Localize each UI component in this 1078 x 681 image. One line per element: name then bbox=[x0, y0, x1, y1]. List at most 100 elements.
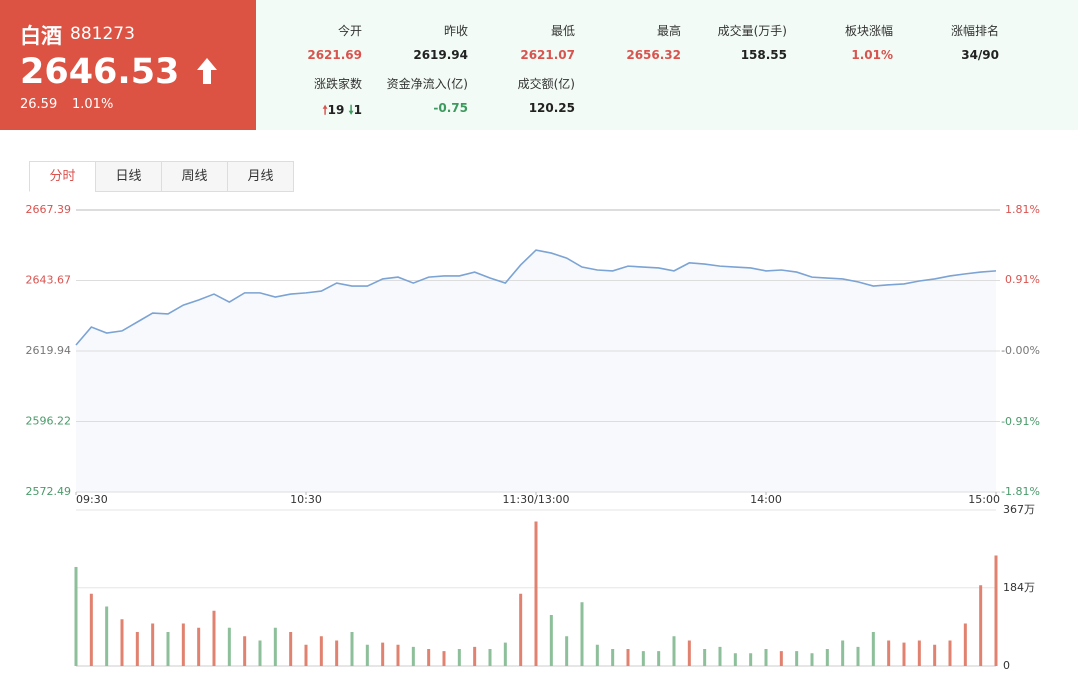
stat-label: 成交额(亿) bbox=[517, 77, 575, 91]
volume-bar bbox=[503, 642, 507, 666]
volume-bar bbox=[151, 623, 155, 666]
volume-bar bbox=[611, 648, 615, 666]
stats-panel: 今开 2621.69 昨收 2619.94 最低 2621.07 最高 2656.32 … bbox=[256, 0, 1078, 130]
x-tick-label: 11:30/13:00 bbox=[502, 493, 569, 506]
stat: 涨跌家数 🠕19 🠗1 bbox=[242, 75, 362, 122]
y-tick-label: 367万 bbox=[1003, 503, 1035, 516]
volume-bar bbox=[289, 631, 293, 666]
tab-bar: 分时 日线 周线 月线 bbox=[29, 161, 294, 192]
volume-bar bbox=[933, 644, 937, 666]
volume-bar bbox=[166, 631, 170, 666]
volume-bar bbox=[488, 648, 492, 666]
volume-bar bbox=[825, 648, 829, 666]
y-tick-label: 0 bbox=[1003, 659, 1010, 672]
volume-bar bbox=[595, 644, 599, 666]
volume-bar bbox=[641, 651, 645, 666]
index-code: 881273 bbox=[70, 24, 135, 44]
volume-bar bbox=[963, 623, 967, 666]
volume-bar bbox=[135, 631, 139, 666]
down-count: 1 bbox=[353, 103, 362, 117]
x-tick-label: 14:00 bbox=[750, 493, 782, 506]
y2-tick-label: 1.81% bbox=[1005, 203, 1040, 216]
volume-bar bbox=[549, 614, 553, 666]
quote-header: 白酒 881273 2646.53 26.59 1.01% bbox=[0, 0, 256, 130]
volume-bar bbox=[304, 644, 308, 666]
volume-bar bbox=[105, 606, 109, 666]
volume-bar bbox=[733, 653, 737, 666]
tab[interactable]: 分时 bbox=[29, 161, 96, 192]
volume-bar bbox=[350, 631, 354, 666]
change: 26.59 bbox=[20, 97, 58, 112]
volume-bar bbox=[396, 644, 400, 666]
stat-value: 2656.32 bbox=[626, 48, 681, 62]
volume-bar bbox=[703, 648, 707, 666]
volume-bar bbox=[273, 627, 277, 666]
stat-label: 今开 bbox=[337, 24, 362, 38]
x-tick-label: 09:30 bbox=[76, 493, 108, 506]
volume-bar bbox=[181, 623, 185, 666]
stat: 昨收 2619.94 bbox=[348, 22, 468, 62]
volume-bar bbox=[74, 566, 78, 666]
stat-label: 板块涨幅 bbox=[844, 24, 893, 38]
tab[interactable]: 日线 bbox=[95, 161, 162, 192]
stat-label: 涨幅排名 bbox=[950, 24, 999, 38]
up-count: 19 bbox=[327, 103, 345, 117]
index-name: 白酒 bbox=[20, 24, 62, 48]
stat-label: 最高 bbox=[656, 24, 681, 38]
tab[interactable]: 月线 bbox=[227, 161, 294, 192]
up-icon: 🠕 bbox=[322, 103, 328, 117]
stat-value: 34/90 bbox=[961, 48, 999, 62]
volume-bar bbox=[657, 651, 661, 666]
volume-bar bbox=[810, 653, 814, 666]
stat-label: 成交量(万手) bbox=[717, 24, 787, 38]
volume-bar bbox=[457, 648, 461, 666]
volume-bar bbox=[887, 640, 891, 666]
volume-bar bbox=[856, 646, 860, 666]
volume-bar bbox=[258, 640, 262, 666]
y2-tick-label: 0.91% bbox=[1005, 273, 1040, 286]
stat-value: 120.25 bbox=[528, 101, 575, 115]
volume-bar bbox=[442, 651, 446, 666]
price: 2646.53 bbox=[20, 52, 180, 92]
stat-value: 2621.69 bbox=[307, 48, 362, 62]
tab[interactable]: 周线 bbox=[161, 161, 228, 192]
volume-bar bbox=[687, 640, 691, 666]
price-line bbox=[75, 249, 997, 346]
volume-bar bbox=[534, 521, 538, 666]
y2-tick-label: -1.81% bbox=[1001, 485, 1040, 498]
volume-bar bbox=[718, 646, 722, 666]
stat-value: -0.75 bbox=[433, 101, 468, 115]
stat: 涨幅排名 34/90 bbox=[879, 22, 999, 62]
stat-value: 🠕19 🠗1 bbox=[242, 101, 362, 122]
volume-bar bbox=[519, 593, 523, 666]
up-arrow bbox=[197, 58, 217, 84]
volume-bar bbox=[365, 644, 369, 666]
volume-bar bbox=[427, 648, 431, 666]
volume-bar bbox=[89, 593, 93, 666]
stat-label: 最低 bbox=[550, 24, 575, 38]
volume-bar bbox=[871, 631, 875, 666]
stat: 今开 2621.69 bbox=[242, 22, 362, 62]
volume-bar bbox=[381, 642, 385, 666]
y-tick-label: 2667.39 bbox=[26, 203, 72, 216]
volume-bar bbox=[672, 636, 676, 666]
volume-bar bbox=[626, 648, 630, 666]
y-tick-label: 184万 bbox=[1003, 581, 1035, 594]
volume-bar bbox=[994, 555, 998, 666]
x-tick-label: 10:30 bbox=[290, 493, 322, 506]
volume-bar bbox=[749, 653, 753, 666]
volume-bar bbox=[795, 651, 799, 666]
volume-bar bbox=[917, 640, 921, 666]
stat-label: 涨跌家数 bbox=[313, 77, 362, 91]
volume-bar bbox=[841, 640, 845, 666]
volume-bar bbox=[319, 636, 323, 666]
stat-value: 2619.94 bbox=[413, 48, 468, 62]
stat-value: 2621.07 bbox=[520, 48, 575, 62]
stat: 成交额(亿) 120.25 bbox=[455, 75, 575, 115]
volume-bar bbox=[580, 602, 584, 666]
volume-bar bbox=[764, 648, 768, 666]
volume-bar bbox=[779, 651, 783, 666]
volume-bar bbox=[979, 585, 983, 666]
x-tick-label: 15:00 bbox=[968, 493, 1000, 506]
